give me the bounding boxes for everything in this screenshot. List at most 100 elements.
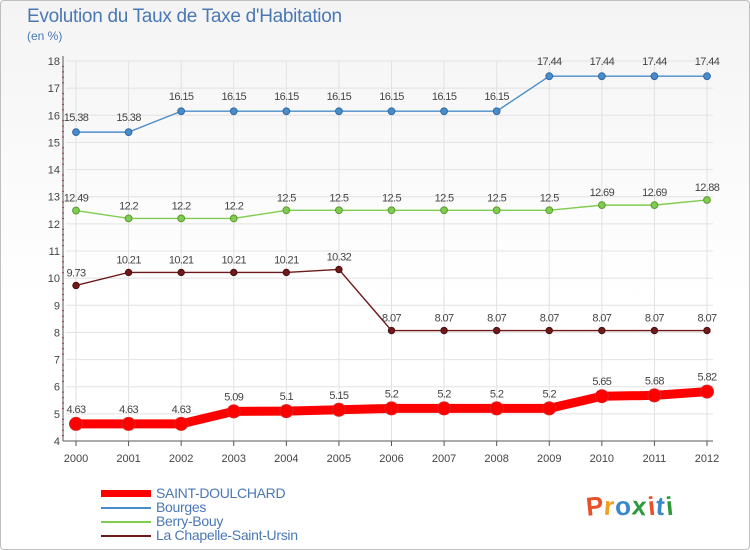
data-label: 5.09 (224, 391, 243, 403)
data-label: 8.07 (540, 313, 559, 325)
legend-label: SAINT-DOULCHARD (156, 485, 286, 501)
data-point (650, 326, 659, 335)
data-label: 15.38 (64, 112, 89, 124)
data-labels: 4.63 4.63 4.63 5.09 5.1 5.15 5.2 5.2 5.2 5.2 5.65 5… (64, 56, 721, 416)
legend-label: Bourges (156, 499, 207, 515)
data-label: 10.21 (274, 254, 299, 266)
data-point (387, 206, 396, 215)
data-label: 17.44 (642, 56, 667, 68)
y-tick-label: 5 (54, 409, 60, 421)
data-label: 8.07 (697, 313, 716, 325)
data-point (282, 206, 291, 215)
x-tick-label: 2000 (64, 453, 88, 465)
data-point (492, 326, 501, 335)
data-label: 16.15 (379, 91, 404, 103)
data-point (124, 128, 133, 137)
data-label: 8.07 (645, 313, 664, 325)
data-point (597, 201, 606, 210)
x-tick-label: 2001 (116, 453, 140, 465)
y-tick-label: 13 (48, 192, 60, 204)
x-tick-label: 2003 (222, 453, 246, 465)
legend-label: La Chapelle-Saint-Ursin (156, 527, 298, 543)
data-point (124, 214, 133, 223)
data-label: 5.68 (645, 375, 664, 387)
data-label: 16.15 (484, 91, 509, 103)
data-point (335, 265, 343, 274)
data-point (229, 214, 238, 223)
data-point (387, 107, 396, 116)
data-point (703, 326, 711, 335)
x-tick-label: 2002 (169, 453, 193, 465)
x-tick-label: 2008 (484, 453, 508, 465)
legend-swatch (101, 490, 151, 497)
y-tick-label: 14 (48, 165, 60, 177)
data-label: 4.63 (172, 404, 191, 416)
data-point (492, 107, 501, 116)
data-point (440, 206, 448, 215)
data-label: 5.15 (329, 390, 348, 402)
data-label: 17.44 (590, 56, 615, 68)
data-point (647, 388, 662, 403)
data-point (545, 206, 554, 215)
data-label: 12.5 (329, 192, 348, 204)
data-point (703, 196, 711, 204)
data-point (650, 72, 659, 81)
grid (66, 60, 713, 442)
data-label: 12.5 (540, 192, 559, 204)
data-label: 5.82 (697, 372, 716, 384)
data-point (597, 72, 606, 81)
data-label: 10.21 (116, 254, 141, 266)
y-tick-label: 18 (48, 56, 60, 68)
data-point (282, 107, 291, 116)
axes: 4 5 6 7 8 9 10 11 12 13 14 15 16 17 18 2000 2001 2002 2003… (48, 56, 719, 465)
data-label: 5.2 (437, 388, 451, 400)
data-point (72, 206, 80, 215)
data-point (121, 416, 136, 431)
data-point (440, 326, 448, 335)
data-label: 12.2 (119, 200, 138, 212)
y-tick-label: 15 (48, 137, 60, 149)
data-label: 5.2 (490, 388, 504, 400)
data-label: 8.07 (435, 313, 454, 325)
data-point (384, 401, 399, 416)
y-tick-label: 7 (54, 355, 60, 367)
x-tick-label: 2012 (695, 453, 719, 465)
data-label: 8.07 (592, 313, 611, 325)
x-tick-label: 2010 (590, 453, 614, 465)
x-tick-label: 2009 (537, 453, 561, 465)
legend-swatch (101, 507, 151, 509)
x-tick-label: 2004 (274, 453, 298, 465)
data-label: 12.88 (695, 182, 720, 194)
data-point (124, 268, 133, 277)
data-label: 4.63 (119, 404, 138, 416)
data-point (331, 402, 346, 417)
data-point (440, 107, 448, 116)
data-label: 12.5 (277, 192, 296, 204)
y-tick-label: 11 (49, 246, 60, 258)
data-label: 9.73 (66, 267, 85, 279)
data-point (545, 326, 553, 335)
data-point (492, 206, 501, 215)
unit-label: (en %) (27, 29, 63, 43)
y-tick-label: 8 (54, 327, 60, 339)
series-group (69, 72, 714, 431)
proxiti-logo: Proxiti (584, 490, 676, 522)
data-label: 12.69 (642, 187, 667, 199)
data-point (282, 268, 291, 277)
data-label: 12.5 (435, 192, 454, 204)
data-label: 10.21 (169, 254, 194, 266)
data-label: 12.69 (590, 187, 615, 199)
data-label: 5.1 (280, 391, 294, 403)
y-tick-label: 6 (54, 382, 60, 394)
y-tick-label: 9 (54, 300, 60, 312)
data-label: 10.32 (327, 251, 352, 263)
y-tick-label: 12 (48, 219, 60, 231)
data-point (72, 281, 80, 290)
data-point (542, 401, 557, 416)
data-point (650, 201, 659, 210)
logo-letter: i (664, 490, 676, 522)
chart-title: Evolution du Taux de Taxe d'Habitation (27, 6, 342, 27)
data-point (489, 401, 504, 416)
data-label: 12.49 (64, 193, 89, 205)
data-label: 12.2 (172, 200, 191, 212)
